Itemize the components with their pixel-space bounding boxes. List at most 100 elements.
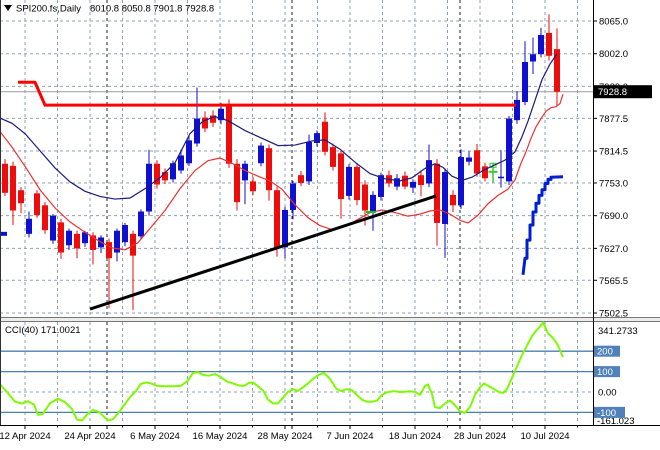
candle-body [506, 118, 512, 182]
symbol-dropdown-triangle-icon[interactable] [4, 5, 12, 11]
candle-body [218, 108, 224, 121]
candle-body [314, 133, 320, 143]
date-axis-label: 28 May 2024 [258, 431, 313, 442]
candle-body [26, 218, 32, 234]
price-axis-label: 7877.5 [599, 114, 628, 125]
price-axis-label: 7565.5 [599, 276, 628, 287]
candle-body [410, 181, 416, 188]
pane-separator[interactable] [0, 317, 660, 321]
ohlc-readout: 8010.8 8050.8 7901.8 7928.8 [90, 4, 214, 15]
candle-body [2, 163, 8, 193]
price-axis-label: 7627.0 [599, 244, 628, 255]
symbol-title: SPI200.fs,Daily [16, 4, 81, 15]
date-axis-label: 18 Jun 2024 [389, 431, 441, 442]
cci-level-tag-label: 200 [597, 347, 613, 358]
date-axis-label: 12 Apr 2024 [0, 431, 51, 442]
price-axis-label: 8002.0 [599, 49, 628, 60]
candle-body [466, 157, 472, 162]
candle-body [122, 225, 128, 243]
candle-body [482, 166, 488, 179]
candle-body [418, 175, 424, 186]
candle-body [522, 62, 528, 102]
candle-body [538, 35, 544, 55]
candle-body [450, 194, 456, 206]
cci-level-tag-label: -100 [597, 408, 616, 419]
cci-level-tag-label: 100 [597, 367, 613, 378]
candle-body [130, 233, 136, 256]
cci-max-label: 341.2733 [598, 326, 638, 337]
price-axis-label: 7814.5 [599, 147, 628, 158]
date-axis-label: 10 Jul 2024 [520, 431, 569, 442]
date-axis-label: 16 May 2024 [193, 431, 248, 442]
trailing-stop-line [521, 175, 564, 276]
candle-body [242, 163, 248, 181]
candle-body [18, 190, 24, 204]
candle-body [306, 141, 312, 182]
candle-body [162, 172, 168, 181]
candle-body [114, 230, 120, 253]
green-candle-body [489, 162, 497, 168]
cci-indicator-pane[interactable] [0, 321, 593, 422]
chart-header: SPI200.fs,Daily 8010.8 8050.8 7901.8 7928… [4, 4, 214, 15]
candle-body [226, 104, 232, 164]
candle-body [514, 99, 520, 121]
trend-line[interactable] [89, 194, 437, 311]
resistance-line[interactable] [18, 80, 516, 107]
candle-body [530, 54, 536, 62]
candle-body [66, 230, 72, 246]
price-axis-label: 7753.0 [599, 178, 628, 189]
candle-body [282, 209, 288, 248]
candle-body [362, 184, 368, 211]
price-axis-label: 8065.0 [599, 17, 628, 28]
date-axis-label: 24 Apr 2024 [64, 431, 115, 442]
candles-layer [2, 14, 560, 311]
candle-body [378, 175, 384, 197]
candle-body [234, 163, 240, 203]
candle-body [338, 153, 344, 200]
candle-body [442, 172, 448, 224]
date-axis-label: 28 Jun 2024 [454, 431, 506, 442]
date-axis-label: 7 Jun 2024 [326, 431, 373, 442]
candle-body [498, 176, 504, 179]
candle-body [434, 163, 440, 223]
candle-body [290, 183, 296, 210]
candle-body [266, 148, 272, 191]
candle-body [274, 190, 280, 248]
candle-body [554, 49, 560, 92]
cci-zero-label: 0.00 [598, 388, 617, 399]
candle-body [250, 181, 256, 192]
candle-body [170, 163, 176, 180]
current-price-tag-label: 7928.8 [598, 87, 627, 98]
date-axis-label: 6 May 2024 [130, 431, 180, 442]
candle-body [146, 163, 152, 212]
cci-indicator-label: CCI(40) 171.0021 [5, 325, 81, 336]
candle-body [546, 32, 552, 56]
candle-body [50, 215, 56, 241]
main-price-pane[interactable] [0, 14, 593, 311]
cci-level-tag [594, 406, 625, 418]
candle-body [394, 178, 400, 187]
candle-body [458, 157, 464, 206]
candle-body [346, 166, 352, 196]
candle-body [154, 163, 160, 185]
candle-body [258, 145, 264, 164]
price-axis-label: 7690.0 [599, 211, 628, 222]
candle-body [90, 235, 96, 250]
candle-body [186, 140, 192, 164]
candle-body [210, 115, 216, 123]
current-price-tag [594, 85, 652, 99]
candle-body [370, 194, 376, 213]
candle-body [202, 117, 208, 129]
cci-line [0, 321, 564, 422]
candle-body [178, 155, 184, 171]
candle-body [82, 232, 88, 244]
cci-level-tag [594, 345, 620, 357]
candle-body [474, 150, 480, 174]
candle-body [298, 175, 304, 183]
candle-body [354, 166, 360, 201]
candle-body [426, 160, 432, 184]
